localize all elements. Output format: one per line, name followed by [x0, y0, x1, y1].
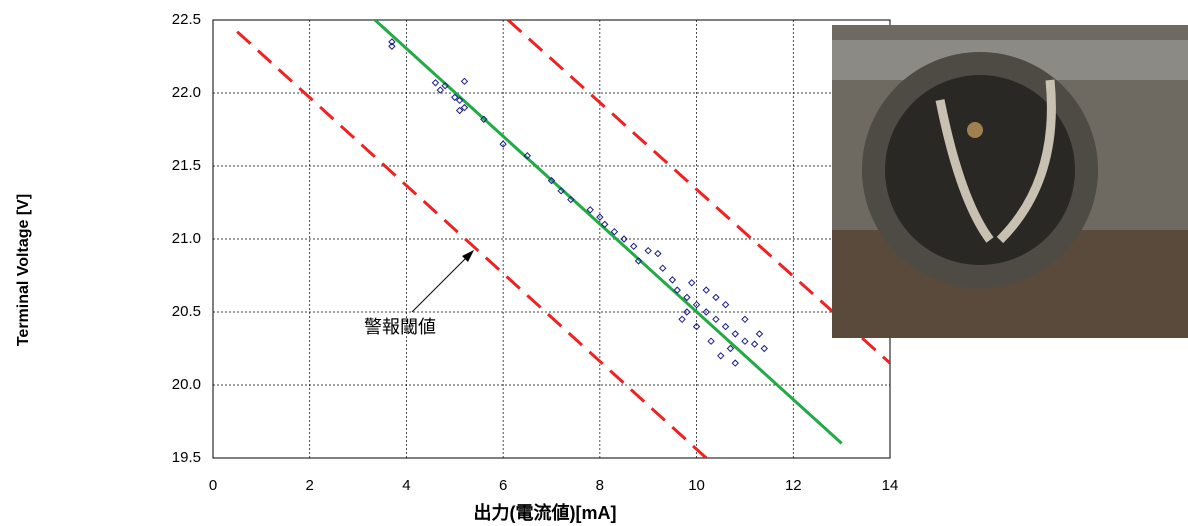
point	[660, 265, 666, 271]
x-tick-label: 0	[209, 477, 217, 494]
point	[655, 251, 661, 257]
point	[742, 316, 748, 322]
point	[756, 331, 762, 337]
x-tick-label: 14	[882, 477, 899, 494]
chart: Terminal Voltage [V] 出力(電流値)[mA] 19.5 20.…	[0, 0, 1188, 526]
point	[437, 87, 443, 93]
y-tick-label: 19.5	[172, 449, 201, 466]
point	[713, 316, 719, 322]
x-tick-label: 6	[499, 477, 507, 494]
y-tick-label: 20.0	[172, 376, 201, 393]
point	[461, 78, 467, 84]
y-tick-label: 22.5	[172, 11, 201, 28]
photo	[832, 25, 1188, 338]
x-tick-label: 10	[688, 477, 705, 494]
y-tick-label: 20.5	[172, 303, 201, 320]
point	[703, 287, 709, 293]
x-tick-label: 12	[785, 477, 802, 494]
x-tick-label: 8	[596, 477, 604, 494]
point	[752, 341, 758, 347]
x-tick-label: 2	[306, 477, 314, 494]
point	[723, 302, 729, 308]
y-tick-label: 21.5	[172, 157, 201, 174]
y-tick-label: 21.0	[172, 230, 201, 247]
point	[389, 43, 395, 49]
plot-area: 19.5 20.0 20.5 21.0 21.5 22.0 22.5 0 2 4 6 8 10 12 14	[172, 11, 899, 494]
point	[742, 338, 748, 344]
annotation: 警報閾値	[364, 317, 436, 337]
y-tick-label: 22.0	[172, 84, 201, 101]
point	[669, 277, 675, 283]
point	[718, 353, 724, 359]
point	[389, 39, 395, 45]
point	[708, 338, 714, 344]
lines	[237, 20, 890, 458]
annotation-arrow	[412, 254, 470, 312]
x-axis-label: 出力(電流値)[mA]	[474, 502, 617, 523]
point	[723, 324, 729, 330]
point	[679, 316, 685, 322]
point	[689, 280, 695, 286]
y-axis-label: Terminal Voltage [V]	[15, 194, 32, 346]
point	[732, 360, 738, 366]
point	[761, 346, 767, 352]
point	[732, 331, 738, 337]
point	[432, 80, 438, 86]
x-tick-label: 4	[402, 477, 410, 494]
point	[713, 294, 719, 300]
point	[645, 248, 651, 254]
point	[631, 243, 637, 249]
